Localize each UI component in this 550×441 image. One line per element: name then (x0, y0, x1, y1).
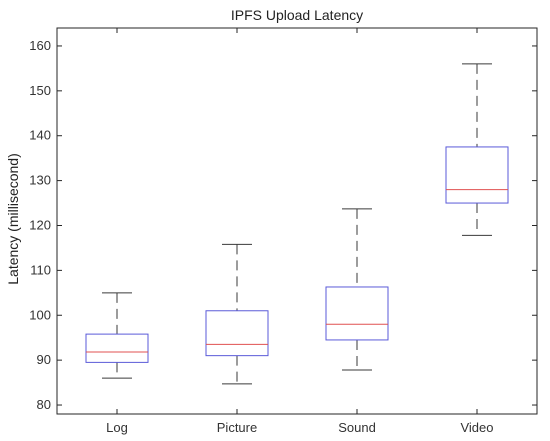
y-axis-label: Latency (millisecond) (5, 153, 21, 285)
y-axis-ticks: 80 90 100 110 120 130 140 150 160 (29, 38, 537, 412)
x-tick-label: Picture (217, 420, 257, 435)
chart-title: IPFS Upload Latency (231, 7, 363, 23)
x-tick-label: Sound (338, 420, 376, 435)
iqr-box (325, 286, 389, 341)
iqr-box (445, 146, 509, 204)
box-picture (205, 243, 269, 385)
y-tick-label: 90 (37, 352, 51, 367)
x-tick-label: Video (460, 420, 493, 435)
iqr-box (205, 310, 269, 357)
y-tick-label: 100 (29, 307, 51, 322)
iqr-box (85, 333, 149, 363)
y-tick-label: 160 (29, 38, 51, 53)
box-video (445, 63, 509, 236)
plot-area-frame (56, 27, 538, 415)
box-sound (325, 208, 389, 371)
y-tick-label: 130 (29, 173, 51, 188)
x-tick-label: Log (106, 420, 128, 435)
y-tick-label: 80 (37, 397, 51, 412)
x-axis-ticks: Log Picture Sound Video (106, 28, 494, 435)
box-series (85, 63, 509, 385)
y-tick-label: 120 (29, 217, 51, 232)
box-log (85, 292, 149, 379)
y-tick-label: 140 (29, 128, 51, 143)
y-tick-label: 150 (29, 83, 51, 98)
y-tick-label: 110 (30, 262, 51, 277)
